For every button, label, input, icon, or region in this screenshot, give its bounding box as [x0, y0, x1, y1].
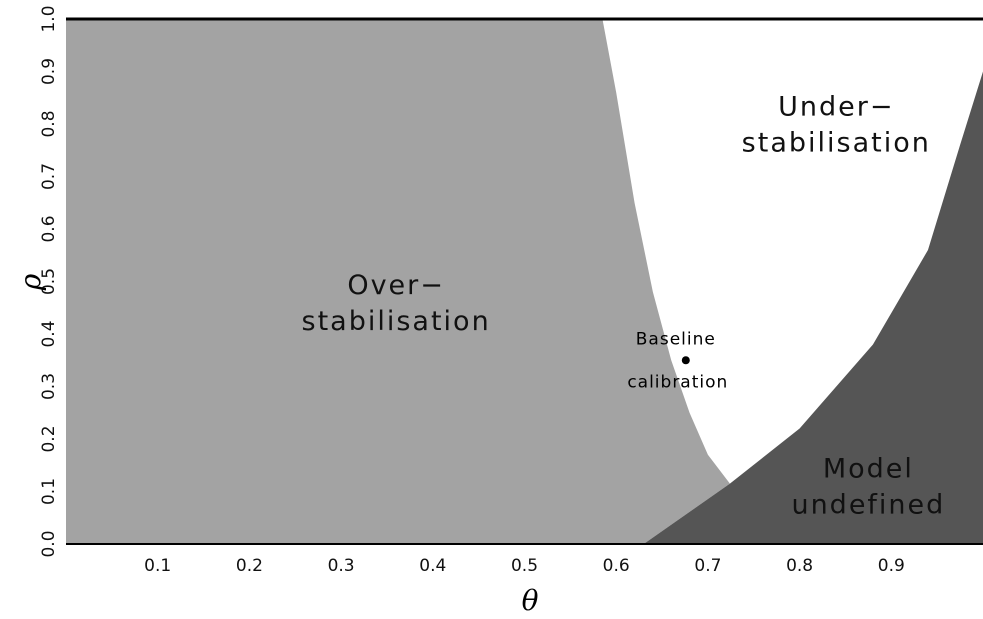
x-tick-label: 0.9 [878, 556, 905, 576]
y-tick-label: 0.2 [39, 425, 59, 452]
y-tick-label: 0.4 [39, 320, 59, 347]
x-tick-label: 0.6 [603, 556, 630, 576]
y-tick-label: 0.6 [39, 215, 59, 242]
regions-layer [66, 19, 983, 544]
region-label-line2: stabilisation [742, 127, 931, 158]
y-tick-labels: 0.0 0.1 0.2 0.3 0.4 0.5 0.6 0.7 0.8 0.9 1.0 [39, 5, 59, 557]
point-label-line2: calibration [627, 372, 728, 392]
region-model-undefined [643, 71, 983, 544]
region-label-line1: Over− [347, 270, 445, 301]
x-axis-label: θ [522, 584, 539, 617]
x-tick-label: 0.3 [328, 556, 355, 576]
x-tick-labels: 0.1 0.2 0.3 0.4 0.5 0.6 0.7 0.8 0.9 [144, 556, 905, 576]
y-axis-label: ρ [14, 273, 47, 291]
region-label-line2: stabilisation [302, 306, 491, 337]
y-tick-label: 0.3 [39, 373, 59, 400]
x-tick-label: 0.8 [786, 556, 813, 576]
region-over-stabilisation [66, 19, 730, 544]
y-tick-label: 0.9 [39, 58, 59, 85]
x-tick-label: 0.2 [236, 556, 263, 576]
point-label-line1: Baseline [636, 329, 716, 349]
region-label-line1: Model [823, 454, 914, 485]
data-points: Baseline calibration [627, 329, 728, 392]
y-tick-label: 0.5 [39, 268, 59, 295]
x-tick-label: 0.1 [144, 556, 171, 576]
frame-layer [66, 17, 983, 545]
y-tick-label: 0.7 [39, 163, 59, 190]
y-tick-label: 0.0 [39, 530, 59, 557]
region-labels: Over− stabilisation Under− stabilisation Mod… [302, 91, 945, 521]
x-tick-label: 0.4 [419, 556, 446, 576]
y-tick-label: 0.8 [39, 110, 59, 137]
region-label-line2: undefined [791, 490, 945, 521]
baseline-calibration-point [681, 356, 690, 365]
region-label-line1: Under− [778, 91, 894, 122]
y-tick-label: 0.1 [39, 478, 59, 505]
y-tick-label: 1.0 [39, 5, 59, 32]
x-tick-label: 0.7 [694, 556, 721, 576]
x-tick-label: 0.5 [511, 556, 538, 576]
